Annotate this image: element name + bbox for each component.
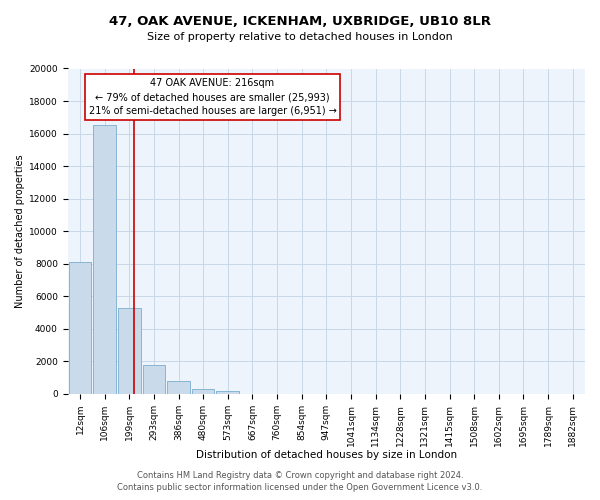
Text: 47 OAK AVENUE: 216sqm
← 79% of detached houses are smaller (25,993)
21% of semi-: 47 OAK AVENUE: 216sqm ← 79% of detached …: [89, 78, 337, 116]
Bar: [118, 308, 140, 394]
Text: Contains HM Land Registry data © Crown copyright and database right 2024.
Contai: Contains HM Land Registry data © Crown c…: [118, 471, 482, 492]
Bar: [192, 389, 214, 394]
Text: 47, OAK AVENUE, ICKENHAM, UXBRIDGE, UB10 8LR: 47, OAK AVENUE, ICKENHAM, UXBRIDGE, UB10…: [109, 15, 491, 28]
Bar: [68, 262, 91, 394]
Bar: [217, 390, 239, 394]
Bar: [93, 126, 116, 394]
Bar: [143, 364, 165, 394]
Bar: [167, 381, 190, 394]
X-axis label: Distribution of detached houses by size in London: Distribution of detached houses by size …: [196, 450, 457, 460]
Text: Size of property relative to detached houses in London: Size of property relative to detached ho…: [147, 32, 453, 42]
Y-axis label: Number of detached properties: Number of detached properties: [15, 154, 25, 308]
